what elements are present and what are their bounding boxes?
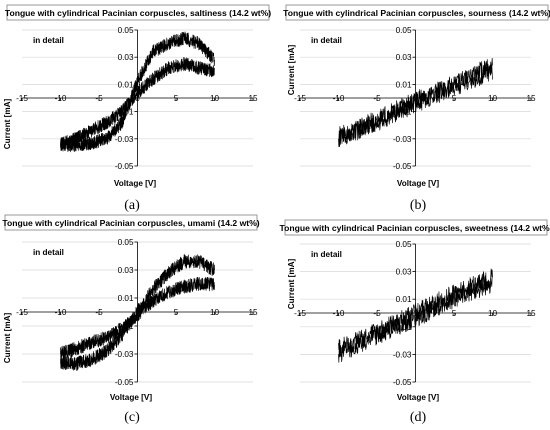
x-axis-label: Voltage [V] bbox=[114, 179, 156, 188]
y-tick-label: -0.05 bbox=[115, 162, 134, 171]
in-detail-label: in detail bbox=[33, 248, 64, 257]
series-trace bbox=[338, 276, 493, 363]
panel-caption: (a) bbox=[124, 198, 140, 213]
panel-caption: (c) bbox=[124, 410, 140, 425]
in-detail-label: in detail bbox=[311, 250, 342, 259]
y-tick-label: -0.05 bbox=[115, 378, 134, 387]
plot-area: -15 -10 -5 0 5 10 15-0.05-0.03-0.010.010.030.0… bbox=[16, 238, 258, 387]
x-tick-label: -15 bbox=[294, 309, 306, 318]
chart-title-box bbox=[6, 4, 270, 21]
chart-title-box bbox=[284, 219, 548, 236]
chart-title: Tongue with cylindrical Pacinian corpusc… bbox=[5, 8, 271, 18]
chart-panel-c: Tongue with cylindrical Pacinian corpusc… bbox=[0, 212, 272, 418]
x-tick-label: 0 bbox=[413, 309, 418, 318]
chart-d: Tongue with cylindrical Pacinian corpusc… bbox=[279, 219, 550, 402]
x-axis-label: Voltage [V] bbox=[397, 393, 439, 402]
y-tick-label: 0.01 bbox=[118, 80, 134, 89]
y-tick-label: 0.01 bbox=[118, 294, 134, 303]
chart-a: Tongue with cylindrical Pacinian corpusc… bbox=[3, 4, 271, 188]
series-trace bbox=[338, 63, 493, 148]
x-tick-label: -10 bbox=[55, 308, 67, 317]
y-tick-label: 0.05 bbox=[118, 238, 134, 247]
y-tick-label: -0.05 bbox=[393, 162, 412, 171]
x-tick-label: -15 bbox=[16, 308, 28, 317]
y-axis-label: Current [mA] bbox=[287, 44, 296, 95]
x-tick-label: 10 bbox=[488, 94, 498, 103]
in-detail-label: in detail bbox=[311, 36, 342, 45]
chart-c: Tongue with cylindrical Pacinian corpusc… bbox=[2, 214, 260, 402]
x-tick-label: 10 bbox=[488, 309, 498, 318]
panel-caption: (d) bbox=[409, 410, 427, 425]
x-tick-label: 5 bbox=[174, 308, 179, 317]
chart-title: Tongue with cylindrical Pacinian corpusc… bbox=[279, 223, 550, 233]
y-tick-label: 0.05 bbox=[396, 240, 412, 249]
series-trace bbox=[60, 31, 215, 153]
chart-title: Tongue with cylindrical Pacinian corpusc… bbox=[283, 8, 550, 18]
chart-title-box bbox=[285, 4, 549, 21]
x-tick-label: 15 bbox=[526, 309, 536, 318]
x-tick-label: -5 bbox=[95, 308, 103, 317]
x-tick-label: 10 bbox=[210, 308, 220, 317]
x-axis-label: Voltage [V] bbox=[397, 179, 439, 188]
x-tick-label: 15 bbox=[526, 94, 536, 103]
y-tick-label: -0.03 bbox=[115, 135, 134, 144]
y-tick-label: 0.03 bbox=[396, 53, 412, 62]
chart-b: Tongue with cylindrical Pacinian corpusc… bbox=[283, 4, 550, 188]
chart-panel-b: Tongue with cylindrical Pacinian corpusc… bbox=[278, 0, 550, 206]
x-axis-label: Voltage [V] bbox=[110, 393, 152, 402]
plot-area: -15 -10 -5 0 5 10 15-0.05-0.03-0.010.010.030.0… bbox=[294, 240, 536, 387]
x-tick-label: 5 bbox=[452, 309, 457, 318]
y-tick-label: -0.03 bbox=[115, 350, 134, 359]
y-axis-label: Current [mA] bbox=[3, 312, 12, 363]
y-tick-label: 0.05 bbox=[118, 26, 134, 35]
x-tick-label: -15 bbox=[294, 94, 306, 103]
y-tick-label: -0.03 bbox=[393, 350, 412, 359]
x-tick-label: 5 bbox=[452, 94, 457, 103]
series-trace bbox=[60, 57, 215, 150]
x-tick-label: 15 bbox=[248, 94, 258, 103]
chart-panel-a: Tongue with cylindrical Pacinian corpusc… bbox=[0, 0, 272, 206]
x-tick-label: 10 bbox=[210, 94, 220, 103]
y-tick-label: 0.03 bbox=[118, 53, 134, 62]
in-detail-label: in detail bbox=[33, 36, 64, 45]
y-tick-label: 0.05 bbox=[396, 26, 412, 35]
y-axis-label: Current [mA] bbox=[3, 98, 12, 149]
y-tick-label: 0.01 bbox=[396, 80, 412, 89]
x-tick-label: -5 bbox=[373, 94, 381, 103]
y-tick-label: 0.03 bbox=[396, 268, 412, 277]
y-tick-label: -0.05 bbox=[393, 378, 412, 387]
plot-area: -15 -10 -5 0 5 10 15-0.05-0.03-0.010.010.030.0… bbox=[294, 26, 536, 171]
y-axis-label: Current [mA] bbox=[287, 258, 296, 309]
chart-title: Tongue with cylindrical Pacinian corpusc… bbox=[2, 218, 259, 228]
series-trace bbox=[60, 276, 215, 361]
x-tick-label: -10 bbox=[333, 94, 345, 103]
chart-title-box bbox=[4, 214, 258, 231]
x-tick-label: 5 bbox=[174, 94, 179, 103]
x-tick-label: -15 bbox=[16, 94, 28, 103]
x-tick-label: -10 bbox=[333, 309, 345, 318]
chart-panel-d: Tongue with cylindrical Pacinian corpusc… bbox=[278, 212, 550, 418]
y-tick-label: 0.03 bbox=[118, 266, 134, 275]
y-tick-label: -0.03 bbox=[393, 135, 412, 144]
panel-caption: (b) bbox=[409, 198, 427, 213]
y-tick-label: 0.01 bbox=[396, 295, 412, 304]
x-tick-label: -5 bbox=[95, 94, 103, 103]
x-tick-label: 15 bbox=[248, 308, 258, 317]
x-tick-label: -10 bbox=[55, 94, 67, 103]
plot-area: -15 -10 -5 0 5 10 15-0.05-0.03-0.010.010.030.0… bbox=[16, 26, 258, 171]
x-tick-label: -5 bbox=[373, 309, 381, 318]
